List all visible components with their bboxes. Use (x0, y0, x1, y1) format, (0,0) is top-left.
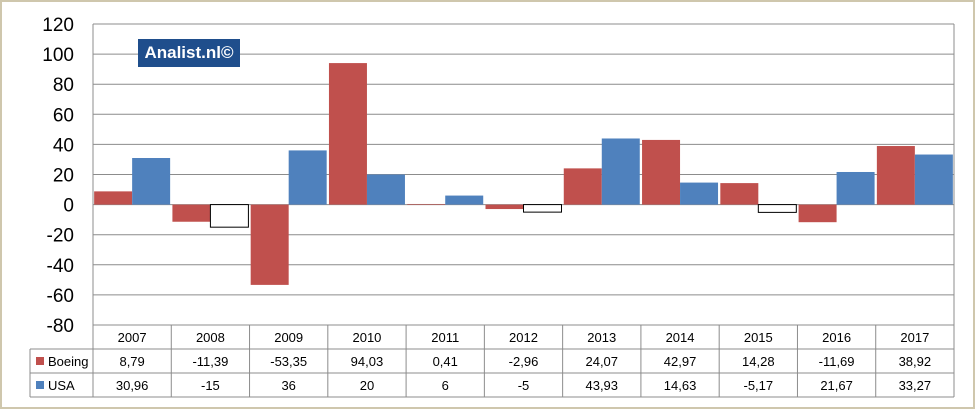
data-label: -11,69 (819, 354, 855, 369)
data-label: 36 (281, 378, 295, 393)
x-tick-label: 2015 (744, 330, 773, 345)
data-label: 14,63 (664, 378, 697, 393)
x-tick-label: 2011 (431, 330, 459, 345)
bar-usa-2016 (836, 171, 875, 205)
bar-usa-2007 (132, 158, 171, 205)
data-label: 42,97 (664, 354, 697, 369)
bar-usa-2014 (680, 182, 719, 205)
data-label: 21,67 (820, 378, 853, 393)
y-tick-label: -60 (47, 286, 74, 307)
legend-label: USA (48, 378, 75, 393)
x-tick-label: 2010 (352, 330, 381, 345)
data-label: 6 (442, 378, 449, 393)
y-tick-label: 80 (53, 75, 74, 96)
bar-boeing-2008 (172, 204, 211, 222)
data-label: 8,79 (119, 354, 144, 369)
data-label: 30,96 (116, 378, 149, 393)
x-tick-label: 2016 (822, 330, 851, 345)
data-label: 38,92 (899, 354, 932, 369)
bar-usa-2012 (523, 204, 562, 213)
legend-swatch-usa (36, 381, 44, 389)
y-tick-label: 40 (53, 135, 74, 156)
y-tick-label: 100 (42, 45, 74, 66)
bar-usa-2013 (601, 138, 640, 205)
x-tick-label: 2012 (509, 330, 538, 345)
bar-boeing-2010 (328, 63, 367, 205)
bar-usa-2010 (366, 174, 405, 205)
data-label: 0,41 (433, 354, 458, 369)
data-label: -2,96 (509, 354, 539, 369)
data-label: 33,27 (899, 378, 932, 393)
legend-swatch-boeing (36, 357, 44, 365)
watermark-label: Analist.nl© (138, 39, 240, 67)
data-label: -5,17 (743, 378, 773, 393)
bar-boeing-2016 (798, 204, 837, 223)
bar-boeing-2015 (720, 183, 759, 205)
data-label: -15 (201, 378, 220, 393)
data-label: 24,07 (585, 354, 618, 369)
data-label: 14,28 (742, 354, 775, 369)
y-tick-label: 20 (53, 166, 74, 187)
bar-boeing-2011 (407, 203, 446, 205)
bar-usa-2017 (914, 154, 953, 205)
data-label: 20 (360, 378, 374, 393)
bar-boeing-2009 (250, 204, 289, 285)
x-tick-label: 2007 (118, 330, 147, 345)
x-tick-label: 2008 (196, 330, 225, 345)
bar-boeing-2007 (94, 191, 133, 205)
y-tick-label: -40 (47, 256, 74, 277)
legend-label: Boeing (48, 354, 88, 369)
y-tick-label: -80 (47, 316, 74, 337)
bar-usa-2008 (209, 204, 249, 228)
bar-boeing-2017 (876, 146, 915, 205)
bar-usa-2011 (445, 195, 484, 205)
data-label: -11,39 (192, 354, 228, 369)
data-label: -5 (518, 378, 530, 393)
y-tick-label: 0 (63, 196, 74, 217)
data-label: -53,35 (270, 354, 307, 369)
x-tick-label: 2017 (900, 330, 929, 345)
x-tick-label: 2009 (274, 330, 303, 345)
y-tick-label: -20 (47, 226, 74, 247)
data-label: 94,03 (351, 354, 384, 369)
bar-usa-2009 (288, 150, 327, 205)
data-label: 43,93 (585, 378, 618, 393)
x-tick-label: 2013 (587, 330, 616, 345)
y-tick-label: 60 (53, 105, 74, 126)
bar-boeing-2014 (642, 139, 681, 205)
bar-boeing-2012 (485, 204, 524, 210)
x-tick-label: 2014 (666, 330, 695, 345)
bar-usa-2015 (757, 204, 797, 213)
y-tick-label: 120 (42, 15, 74, 36)
bar-boeing-2013 (563, 168, 602, 205)
